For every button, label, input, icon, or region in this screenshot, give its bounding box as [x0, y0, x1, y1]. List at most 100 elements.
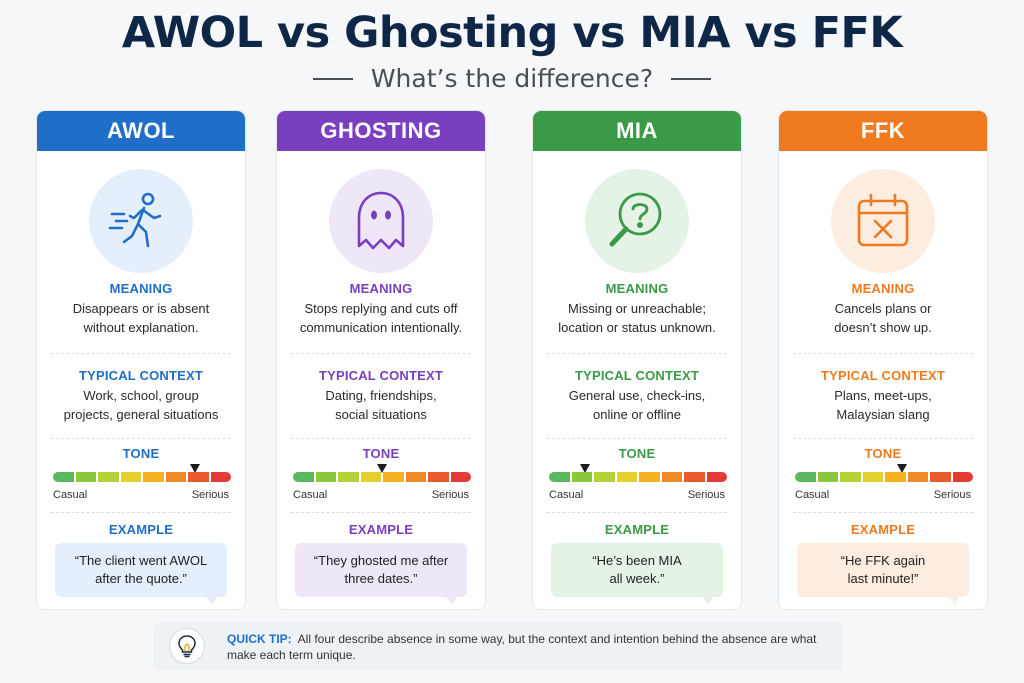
example-bubble: “He FFK again last minute!” — [797, 543, 969, 605]
tone-segment — [75, 472, 96, 482]
tone-bar — [795, 472, 973, 482]
example-label: EXAMPLE — [348, 522, 414, 537]
context-text: General use, check-ins, online or offlin… — [568, 388, 706, 422]
quick-tip-box: QUICK TIP: All four describe absence in s… — [153, 622, 843, 670]
card-header: AWOL — [37, 111, 245, 151]
tone-segment — [952, 472, 973, 482]
tone-bar — [549, 472, 727, 482]
tone-bar — [53, 472, 231, 482]
card-ffk: FFK MEANING Cancels plans or doesn’t sho… — [778, 110, 988, 610]
tone-segment — [594, 472, 615, 482]
quick-tip-body: All four describe absence in some way, b… — [227, 632, 817, 662]
divider — [547, 353, 727, 354]
tone-casual-label: Casual — [795, 489, 830, 501]
bubble-tail — [947, 596, 959, 605]
bubble-tail — [205, 596, 217, 605]
meaning-label: MEANING — [349, 281, 413, 296]
tone-segment — [706, 472, 727, 482]
context-label: TYPICAL CONTEXT — [820, 368, 946, 383]
context-text: Plans, meet-ups, Malaysian slang — [834, 388, 932, 422]
meaning-text: Missing or unreachable; location or stat… — [558, 301, 716, 335]
tone-casual-label: Casual — [549, 489, 584, 501]
tone-segment — [684, 472, 705, 482]
context-label: TYPICAL CONTEXT — [574, 368, 700, 383]
tone-segment — [862, 472, 883, 482]
ghost-icon — [329, 169, 433, 273]
bubble-tail — [701, 596, 713, 605]
tone-segment — [661, 472, 682, 482]
tone-segment — [616, 472, 637, 482]
tone-label: TONE — [864, 446, 902, 461]
meaning-text: Stops replying and cuts off communicatio… — [299, 301, 463, 335]
divider — [291, 512, 471, 513]
tone-marker — [579, 464, 590, 473]
tone-segment — [930, 472, 951, 482]
bubble-tail — [445, 596, 457, 605]
example-bubble: “He’s been MIA all week.” — [551, 543, 723, 605]
tone-segment — [293, 472, 314, 482]
example-text: “He’s been MIA all week.” — [592, 553, 682, 586]
tone-segment — [188, 472, 209, 482]
divider — [547, 512, 727, 513]
example-text: “The client went AWOL after the quote.” — [74, 553, 208, 586]
tone-label: TONE — [122, 446, 160, 461]
tone-segment — [840, 472, 861, 482]
page-title: AWOL vs Ghosting vs MIA vs FFK — [121, 8, 903, 58]
example-label: EXAMPLE — [108, 522, 174, 537]
card-title: AWOL — [107, 118, 175, 143]
subtitle-rule-right — [671, 77, 712, 80]
meaning-text: Disappears or is absent without explanat… — [72, 301, 210, 335]
tone-segment — [571, 472, 592, 482]
divider — [291, 438, 471, 439]
tone-marker — [377, 464, 387, 473]
context-label: TYPICAL CONTEXT — [318, 368, 444, 383]
tone-segment — [795, 472, 816, 482]
tone-casual-label: Casual — [53, 489, 88, 501]
tone-marker — [896, 464, 907, 473]
tone-segment — [98, 472, 119, 482]
tone-serious-label: Serious — [687, 489, 725, 501]
tone-segment — [210, 472, 231, 482]
tone-segment — [817, 472, 838, 482]
card-mia: MIA MEANING Missing or unreachable; loca… — [532, 110, 742, 610]
example-label: EXAMPLE — [604, 522, 670, 537]
tone-label: TONE — [362, 446, 400, 461]
example-text: “They ghosted me after three dates.” — [313, 553, 449, 586]
card-header: MIA — [533, 111, 741, 151]
tone-segment — [315, 472, 336, 482]
tone-segment — [428, 472, 449, 482]
example-label: EXAMPLE — [850, 522, 916, 537]
tone-segment — [338, 472, 359, 482]
example-bubble: “They ghosted me after three dates.” — [295, 543, 467, 605]
page-subtitle: What’s the difference? — [370, 64, 654, 93]
lightbulb-icon — [169, 628, 205, 664]
meaning-label: MEANING — [851, 281, 915, 296]
tone-segment — [165, 472, 186, 482]
card-title: FFK — [860, 118, 906, 143]
tone-segment — [885, 472, 906, 482]
magnifier-question-icon — [585, 169, 689, 273]
card-header: FFK — [779, 111, 987, 151]
tone-serious-label: Serious — [191, 489, 229, 501]
divider — [547, 438, 727, 439]
quick-tip-text: QUICK TIP: All four describe absence in s… — [227, 631, 827, 663]
divider — [793, 353, 973, 354]
subtitle-rule-left — [312, 77, 353, 80]
tone-casual-label: Casual — [293, 489, 328, 501]
tone-segment — [53, 472, 74, 482]
tone-segment — [383, 472, 404, 482]
subtitle-row: What’s the difference? — [0, 64, 1024, 93]
divider — [51, 353, 231, 354]
meaning-text: Cancels plans or doesn’t show up. — [834, 301, 932, 335]
quick-tip-label: QUICK TIP: — [227, 632, 292, 646]
divider — [793, 512, 973, 513]
tone-segment — [907, 472, 928, 482]
calendar-cancel-icon — [831, 169, 935, 273]
tone-segment — [405, 472, 426, 482]
divider — [51, 438, 231, 439]
tone-segment — [549, 472, 570, 482]
example-bubble: “The client went AWOL after the quote.” — [55, 543, 227, 605]
context-text: Work, school, group projects, general si… — [63, 388, 219, 422]
tone-segment — [450, 472, 471, 482]
context-text: Dating, friendships, social situations — [325, 388, 437, 422]
